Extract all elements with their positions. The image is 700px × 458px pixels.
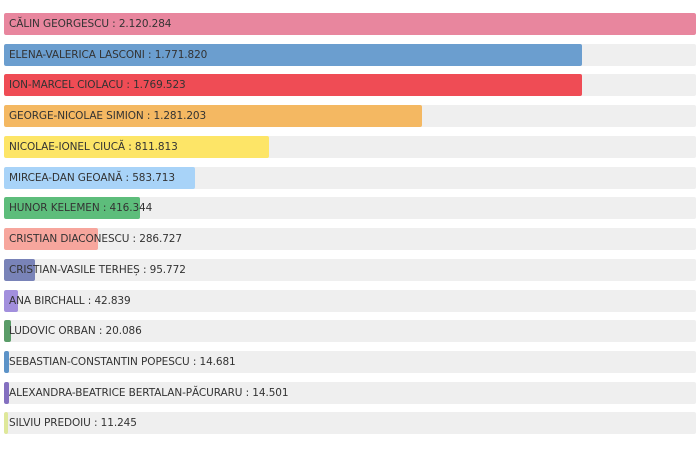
bar-fill (4, 136, 269, 158)
bar-fill (4, 105, 423, 127)
bar-row-nicolae-ionel-ciuca[interactable]: NICOLAE-IONEL CIUCĂ : 811.813 (4, 136, 696, 158)
bar-label: GEORGE-NICOLAE SIMION : 1.281.203 (9, 110, 207, 122)
bar-row-silviu-predoiu[interactable]: SILVIU PREDOIU : 11.245 (4, 412, 696, 434)
bar-label: CĂLIN GEORGESCU : 2.120.284 (9, 18, 172, 30)
bar-row-cristian-vasile-terhes[interactable]: CRISTIAN-VASILE TERHEȘ : 95.772 (4, 259, 696, 281)
bar-label: SEBASTIAN-CONSTANTIN POPESCU : 14.681 (9, 356, 236, 368)
bar-label: MIRCEA-DAN GEOANĂ : 583.713 (9, 172, 175, 184)
bar-label: ANA BIRCHALL : 42.839 (9, 295, 131, 307)
bar-row-ion-marcel-ciolacu[interactable]: ION-MARCEL CIOLACU : 1.769.523 (4, 74, 696, 96)
bar-row-hunor-kelemen[interactable]: HUNOR KELEMEN : 416.344 (4, 197, 696, 219)
bar-label: ION-MARCEL CIOLACU : 1.769.523 (9, 79, 186, 91)
bar-row-cristian-diaconescu[interactable]: CRISTIAN DIACONESCU : 286.727 (4, 228, 696, 250)
bar-row-calin-georgescu[interactable]: CĂLIN GEORGESCU : 2.120.284 (4, 13, 696, 35)
bar-label: CRISTIAN-VASILE TERHEȘ : 95.772 (9, 264, 186, 276)
bar-row-alexandra-beatrice-bertalan-pacuraru[interactable]: ALEXANDRA-BEATRICE BERTALAN-PĂCURARU : 1… (4, 382, 696, 404)
bar-fill (4, 74, 582, 96)
bar-fill (4, 290, 18, 312)
bar-fill (4, 197, 140, 219)
bar-label: HUNOR KELEMEN : 416.344 (9, 202, 153, 214)
bar-label: NICOLAE-IONEL CIUCĂ : 811.813 (9, 141, 178, 153)
bar-fill (4, 44, 583, 66)
bar-fill (4, 228, 98, 250)
bar-label: CRISTIAN DIACONESCU : 286.727 (9, 233, 182, 245)
bar-row-elena-valerica-lasconi[interactable]: ELENA-VALERICA LASCONI : 1.771.820 (4, 44, 696, 66)
bar-fill (4, 259, 36, 281)
bar-label: SILVIU PREDOIU : 11.245 (9, 417, 137, 429)
bar-fill (4, 382, 9, 404)
bar-fill (4, 351, 9, 373)
bar-row-ana-birchall[interactable]: ANA BIRCHALL : 42.839 (4, 290, 696, 312)
bar-label: ELENA-VALERICA LASCONI : 1.771.820 (9, 49, 208, 61)
bar-row-ludovic-orban[interactable]: LUDOVIC ORBAN : 20.086 (4, 320, 696, 342)
bar-row-sebastian-constantin-popescu[interactable]: SEBASTIAN-CONSTANTIN POPESCU : 14.681 (4, 351, 696, 373)
bar-fill (4, 320, 11, 342)
bar-row-mircea-dan-geoana[interactable]: MIRCEA-DAN GEOANĂ : 583.713 (4, 167, 696, 189)
bar-row-george-nicolae-simion[interactable]: GEORGE-NICOLAE SIMION : 1.281.203 (4, 105, 696, 127)
bar-fill (4, 13, 696, 35)
bar-label: LUDOVIC ORBAN : 20.086 (9, 325, 142, 337)
bar-fill (4, 412, 8, 434)
bar-label: ALEXANDRA-BEATRICE BERTALAN-PĂCURARU : 1… (9, 387, 289, 399)
bar-fill (4, 167, 195, 189)
